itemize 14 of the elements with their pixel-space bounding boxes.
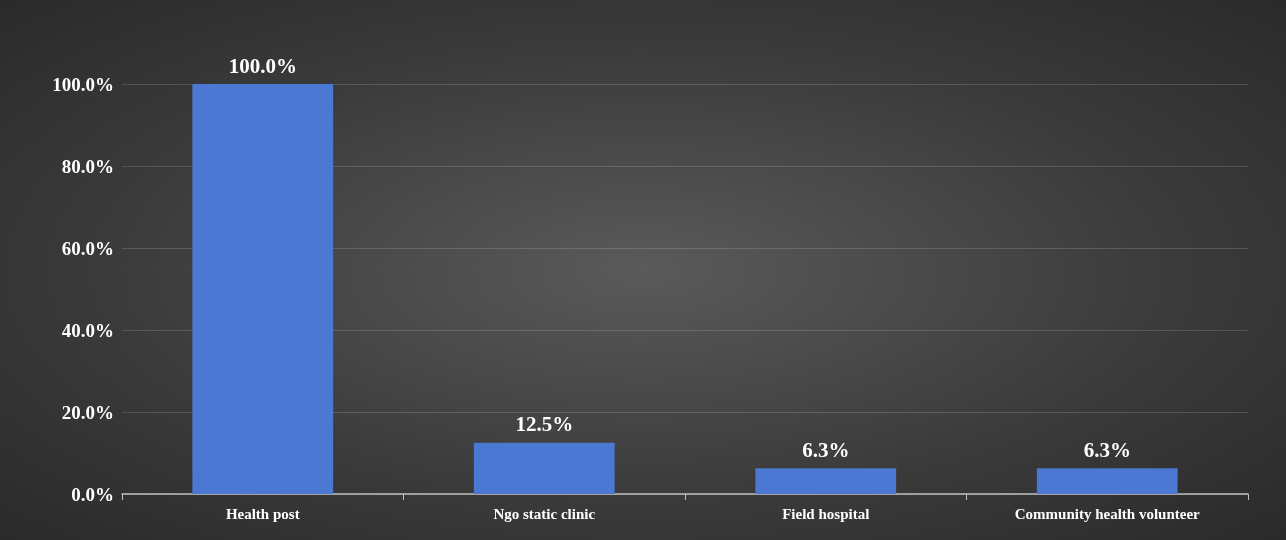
y-tick-label: 80.0% xyxy=(61,155,114,177)
y-tick-label: 100.0% xyxy=(52,73,114,95)
data-label: 12.5% xyxy=(515,412,574,437)
y-tick-label: 0.0% xyxy=(71,483,114,505)
y-tick-label: 60.0% xyxy=(61,237,114,259)
x-tick-label: Community health volunteer xyxy=(1014,505,1201,522)
data-label: 100.0% xyxy=(228,53,297,78)
x-tick-label: Ngo static clinic xyxy=(493,505,596,522)
data-label: 6.3% xyxy=(1083,437,1131,462)
y-tick-label: 20.0% xyxy=(61,401,114,423)
data-label: 6.3% xyxy=(802,437,850,462)
x-tick-label: Health post xyxy=(225,505,300,522)
x-tick-label: Field hospital xyxy=(782,505,870,522)
y-tick-label: 40.0% xyxy=(61,319,114,341)
